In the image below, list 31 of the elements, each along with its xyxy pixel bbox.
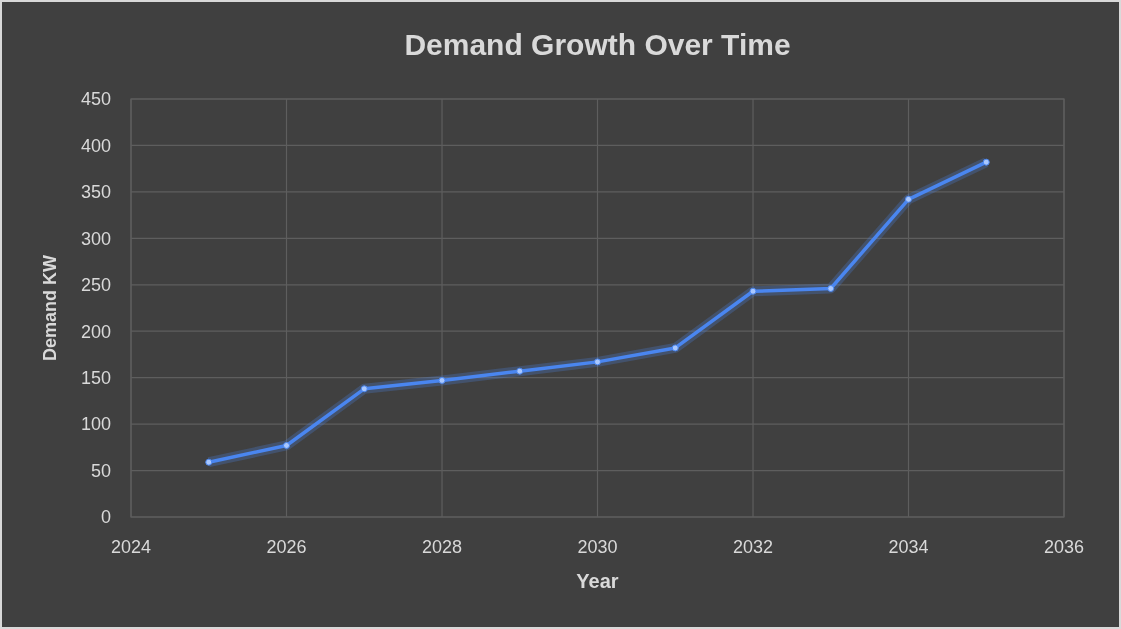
- chart-title: Demand Growth Over Time: [404, 28, 791, 61]
- y-tick-label: 450: [80, 89, 111, 110]
- y-tick-label: 0: [100, 507, 111, 528]
- point: [360, 385, 368, 393]
- point: [594, 358, 601, 366]
- y-axis-title: Demand KW: [40, 254, 60, 362]
- point: [438, 376, 446, 384]
- y-tick-label: 400: [80, 135, 111, 156]
- x-tick-label: 2032: [732, 537, 774, 557]
- x-tick-label: 2034: [888, 537, 929, 557]
- x-tick-label: 2026: [266, 537, 307, 557]
- point: [982, 158, 990, 166]
- x-tick-label: 2036: [1043, 537, 1085, 557]
- y-tick-label: 300: [80, 228, 111, 249]
- point: [827, 284, 835, 292]
- y-tick-label: 100: [80, 414, 111, 435]
- x-axis-title: Year: [576, 570, 619, 592]
- x-tick-label: 2030: [577, 537, 618, 557]
- point: [205, 458, 213, 466]
- x-tick-label: 2028: [421, 537, 463, 557]
- point: [516, 367, 524, 375]
- y-tick-label: 50: [90, 460, 111, 481]
- y-tick-label: 250: [80, 275, 111, 296]
- x-tick-label: 2024: [110, 537, 152, 557]
- point: [671, 344, 679, 352]
- y-tick-label: 200: [80, 321, 111, 342]
- y-tick-label: 150: [80, 367, 111, 388]
- point: [283, 441, 290, 449]
- point: [749, 287, 757, 295]
- point: [905, 195, 912, 203]
- y-tick-label: 350: [80, 182, 111, 203]
